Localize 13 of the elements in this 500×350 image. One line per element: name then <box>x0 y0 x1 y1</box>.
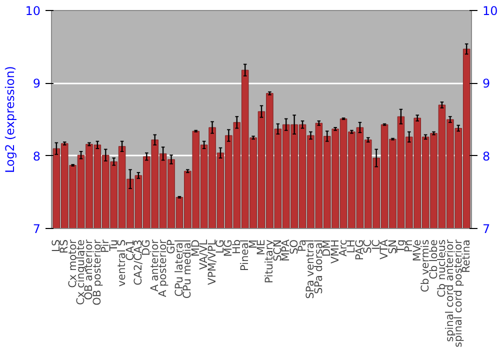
y-tick-label: 8 <box>32 149 41 164</box>
x-tick-label: Pituitary <box>264 239 276 284</box>
y-tick-label: 10 <box>25 4 41 18</box>
x-tick-label: Tg <box>394 239 407 254</box>
y2-tick-label: 8 <box>482 149 490 164</box>
y-axis-title: Log2 (expression) <box>3 66 18 173</box>
y-tick-label: 9 <box>32 76 41 91</box>
x-tick-label: Retina <box>460 239 473 273</box>
y2-tick-label: 9 <box>482 76 490 91</box>
y2-tick-label: 7 <box>482 222 490 236</box>
y2-tick-label: 10 <box>482 4 498 18</box>
y-tick-label: 7 <box>32 222 41 236</box>
x-tick-label: A posterior <box>157 238 170 298</box>
